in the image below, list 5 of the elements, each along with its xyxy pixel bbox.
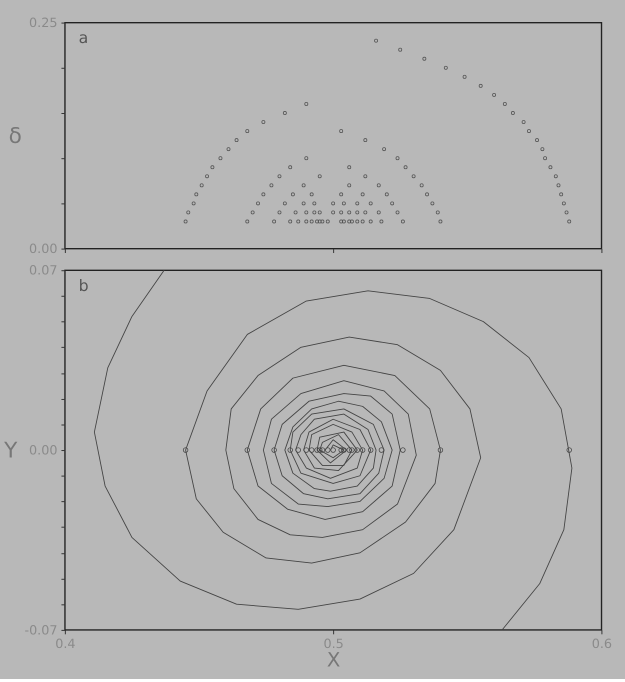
x-axis-title: X — [326, 648, 340, 672]
annotation: a — [78, 28, 88, 48]
y-axis-title: Y — [3, 438, 18, 464]
annotation: b — [78, 276, 89, 295]
y-axis-title: δ — [8, 124, 22, 149]
